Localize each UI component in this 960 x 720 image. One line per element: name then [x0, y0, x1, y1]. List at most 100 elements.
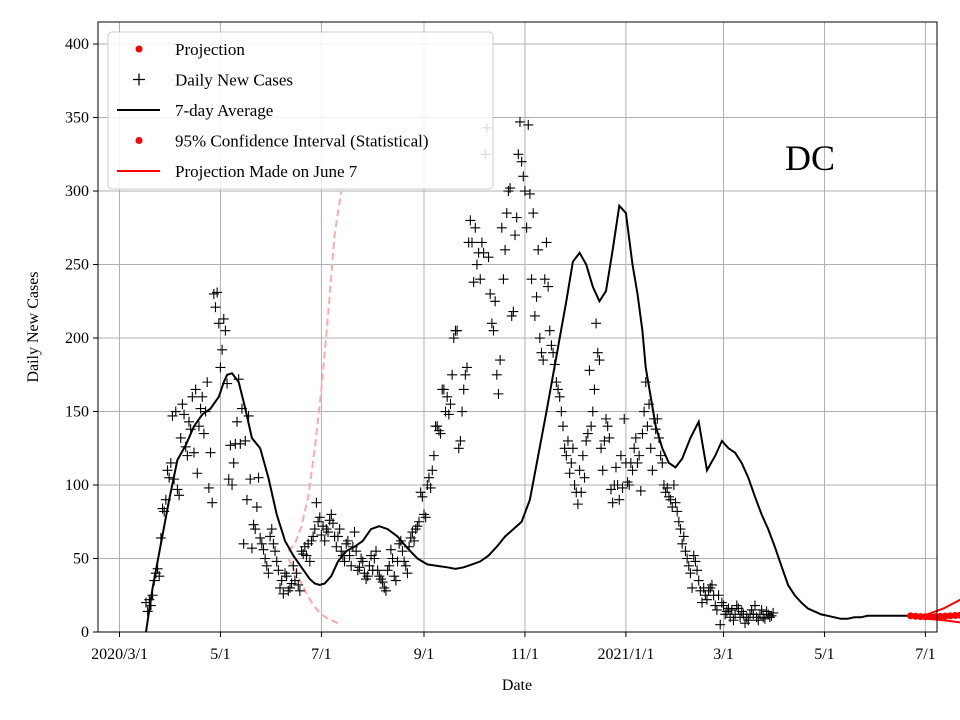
daily-case-marker: [471, 259, 482, 270]
daily-case-marker: [453, 443, 464, 454]
daily-case-marker: [639, 406, 650, 417]
daily-case-marker: [518, 171, 529, 182]
daily-case-marker: [500, 244, 511, 255]
daily-case-marker: [491, 369, 502, 380]
daily-case-marker: [428, 450, 439, 461]
daily-case-marker: [332, 531, 343, 542]
daily-case-marker: [543, 281, 554, 292]
daily-case-marker: [175, 432, 186, 443]
projection-dot: [956, 611, 960, 619]
projection-dot: [921, 613, 929, 621]
daily-case-marker: [743, 615, 754, 626]
daily-case-marker: [586, 421, 597, 432]
x-tick-label: 7/1: [915, 646, 935, 663]
daily-case-marker: [251, 502, 262, 513]
daily-case-marker: [154, 571, 165, 582]
daily-case-marker: [313, 516, 324, 527]
daily-case-marker: [558, 421, 569, 432]
projection-dot: [911, 612, 919, 620]
daily-case-marker: [250, 524, 261, 535]
daily-case-marker: [728, 615, 739, 626]
daily-case-marker: [505, 183, 516, 194]
daily-case-marker: [529, 310, 540, 321]
daily-case-marker: [569, 480, 580, 491]
daily-case-marker: [488, 325, 499, 336]
daily-case-marker: [417, 491, 428, 502]
daily-case-marker: [462, 362, 473, 373]
daily-case-marker: [539, 274, 550, 285]
y-tick-label: 50: [73, 551, 89, 568]
daily-case-marker: [293, 579, 304, 590]
daily-case-marker: [682, 553, 693, 564]
daily-case-marker: [309, 524, 320, 535]
daily-case-marker: [301, 550, 312, 561]
daily-case-marker: [768, 607, 779, 618]
daily-case-marker: [202, 377, 213, 388]
daily-case-marker: [465, 215, 476, 226]
daily-case-marker: [420, 512, 431, 523]
daily-case-marker: [400, 560, 411, 571]
daily-case-marker: [273, 565, 284, 576]
daily-case-marker: [443, 409, 454, 420]
daily-case-marker: [240, 435, 251, 446]
x-tick-label: 2021/1/1: [597, 646, 654, 663]
daily-case-marker: [174, 490, 185, 501]
daily-case-marker: [490, 296, 501, 307]
daily-case-marker: [452, 325, 463, 336]
daily-case-marker: [294, 585, 305, 596]
legend-label: 95% Confidence Interval (Statistical): [175, 132, 429, 151]
daily-case-marker: [485, 288, 496, 299]
daily-case-marker: [177, 399, 188, 410]
daily-case-marker: [592, 347, 603, 358]
daily-case-marker: [263, 568, 274, 579]
daily-case-marker: [615, 450, 626, 461]
daily-case-marker: [514, 116, 525, 127]
projection-dot: [936, 612, 944, 620]
daily-case-marker: [576, 487, 587, 498]
daily-case-marker: [553, 384, 564, 395]
legend-dot-marker: [135, 137, 143, 144]
x-tick-label: 5/1: [814, 646, 834, 663]
daily-case-marker: [572, 499, 583, 510]
daily-case-marker: [316, 529, 327, 540]
daily-case-marker: [602, 421, 613, 432]
y-axis-ticks: 0 50 100 150 200 250 300 350 400: [65, 36, 98, 641]
daily-case-marker: [241, 494, 252, 505]
daily-case-marker: [248, 519, 259, 530]
daily-case-marker: [688, 550, 699, 561]
daily-case-marker: [220, 325, 231, 336]
daily-case-marker: [617, 482, 628, 493]
daily-case-marker: [334, 524, 345, 535]
x-tick-label: 11/1: [511, 646, 539, 663]
daily-case-marker: [645, 443, 656, 454]
daily-case-marker: [556, 406, 567, 417]
daily-case-marker: [538, 355, 549, 366]
daily-case-marker: [212, 287, 223, 298]
daily-case-marker: [470, 222, 481, 233]
daily-case-marker: [331, 541, 342, 552]
daily-case-marker: [258, 544, 269, 555]
daily-case-marker: [327, 518, 338, 529]
daily-case-marker: [412, 521, 423, 532]
daily-case-marker: [584, 365, 595, 376]
daily-case-marker: [531, 291, 542, 302]
daily-case-marker: [192, 468, 203, 479]
x-tick-label: 7/1: [311, 646, 331, 663]
daily-case-marker: [246, 543, 257, 554]
daily-case-marker: [435, 428, 446, 439]
projection-lower-line: [910, 616, 960, 624]
daily-case-marker: [291, 568, 302, 579]
daily-case-marker: [205, 447, 216, 458]
daily-case-marker: [634, 450, 645, 461]
daily-case-marker: [228, 457, 239, 468]
legend-dot-marker: [135, 45, 143, 53]
daily-case-marker: [657, 457, 668, 468]
daily-case-marker: [577, 450, 588, 461]
daily-case-marker: [390, 575, 401, 586]
daily-case-marker: [164, 472, 175, 483]
daily-case-marker: [218, 313, 229, 324]
daily-case-marker: [511, 212, 522, 223]
daily-case-marker: [715, 619, 726, 630]
region-label: DC: [785, 138, 835, 178]
daily-case-marker: [385, 544, 396, 555]
